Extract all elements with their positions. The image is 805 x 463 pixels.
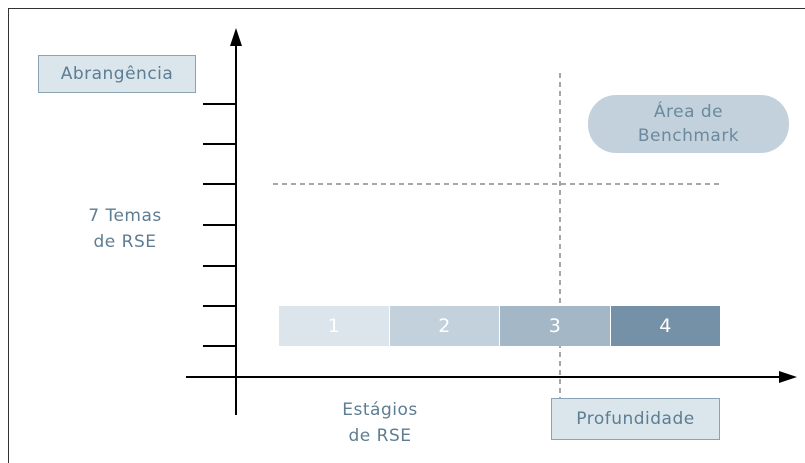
stage-2: 2 [389, 306, 499, 346]
x-axis-arrowhead [779, 371, 797, 383]
stages-label: Estágios de RSE [325, 397, 435, 449]
depth-label: Profundidade [551, 398, 720, 440]
breadth-label: Abrangência [38, 55, 196, 93]
diagram-frame [8, 8, 805, 463]
y-axis-arrowhead [230, 28, 242, 46]
themes-label-line2: de RSE [93, 232, 157, 252]
benchmark-line1: Área de [653, 102, 724, 122]
stages-label-line1: Estágios [342, 400, 418, 420]
themes-label: 7 Temas de RSE [60, 203, 190, 255]
benchmark-area: Área de Benchmark [588, 95, 789, 153]
stages-label-line2: de RSE [348, 426, 412, 446]
stage-4: 4 [610, 306, 720, 346]
stage-3: 3 [500, 306, 610, 346]
y-axis-ticks [203, 103, 236, 347]
stage-1: 1 [279, 306, 389, 346]
themes-label-line1: 7 Temas [88, 206, 162, 226]
benchmark-line2: Benchmark [637, 126, 740, 146]
